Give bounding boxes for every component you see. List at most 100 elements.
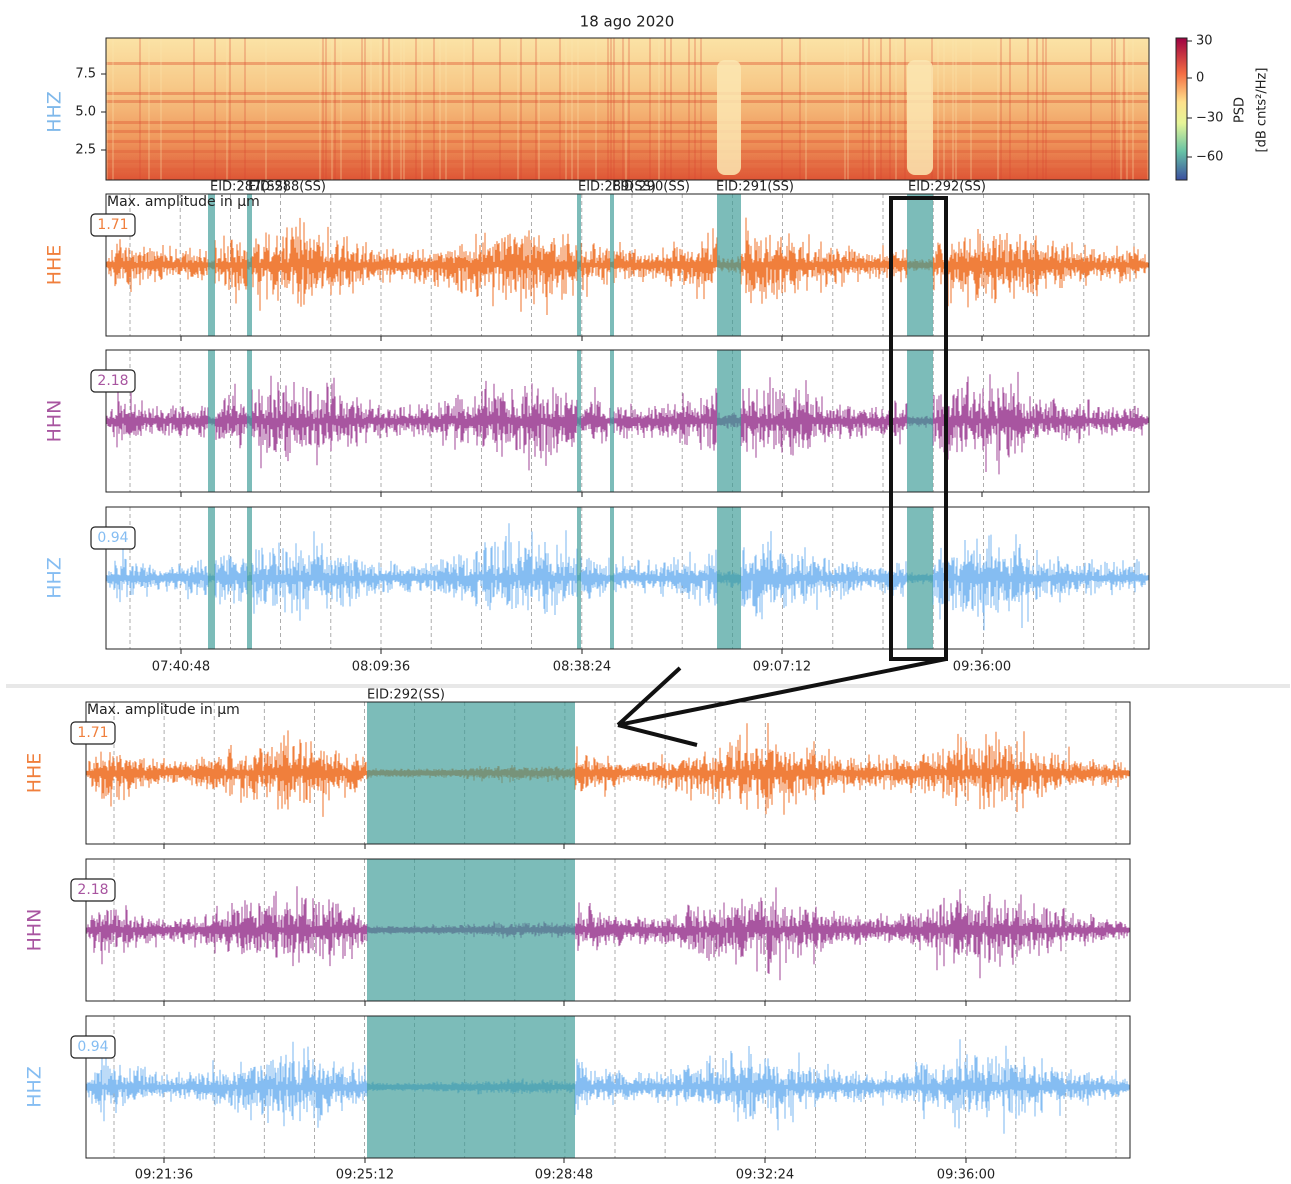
- event-span: [717, 350, 741, 492]
- spectral-stripe: [625, 38, 627, 180]
- spectral-stripe: [997, 38, 999, 180]
- spectral-stripe: [139, 38, 141, 180]
- event-span: [907, 507, 933, 649]
- spectral-stripe: [1036, 38, 1038, 180]
- x-tick-label: 07:40:48: [152, 660, 210, 675]
- spectral-stripe: [388, 38, 390, 180]
- spectral-stripe: [1120, 38, 1122, 180]
- event-span: [208, 507, 215, 649]
- event-span: [208, 350, 215, 492]
- event-span: [208, 194, 215, 336]
- spectral-stripe: [805, 38, 807, 180]
- spectral-stripe: [229, 38, 231, 180]
- spectral-stripe: [559, 38, 561, 180]
- spectral-stripe: [331, 38, 333, 180]
- x-tick-label: 08:09:36: [352, 660, 410, 675]
- event-span: [717, 194, 741, 336]
- spectral-stripe: [1000, 38, 1002, 180]
- spectral-band: [106, 140, 1149, 143]
- spectral-stripe: [1126, 38, 1128, 180]
- spectral-stripe: [889, 38, 891, 180]
- event-label: EID:289(SS): [578, 180, 656, 195]
- spectral-stripe: [1111, 38, 1113, 180]
- spectrogram-ylabel: HHZ: [44, 91, 66, 133]
- spectral-stripe: [445, 38, 447, 180]
- event-span: [247, 350, 252, 492]
- spectral-stripe: [400, 38, 402, 180]
- figure-title: 18 ago 2020: [580, 13, 675, 31]
- spectral-stripe: [844, 38, 846, 180]
- spectral-stripe: [322, 38, 324, 180]
- spectral-stripe: [1009, 38, 1011, 180]
- spectral-stripe: [622, 38, 624, 180]
- event-label: EID:287(SS): [210, 180, 288, 195]
- spectral-stripe: [340, 38, 342, 180]
- spectral-stripe: [415, 38, 417, 180]
- spectral-stripe: [799, 38, 801, 180]
- colorbar-tick-label: −30: [1196, 111, 1223, 126]
- spectral-stripe: [970, 38, 972, 180]
- x-tick-label: 09:07:12: [753, 660, 811, 675]
- spectral-stripe: [244, 38, 246, 180]
- amplitude-value: 1.71: [77, 725, 108, 741]
- spectral-stripe: [265, 38, 267, 180]
- spectrogram-frame: [105, 37, 1150, 181]
- colorbar-unit: [dB cnts²/Hz]: [1255, 68, 1270, 153]
- spectral-stripe: [148, 38, 150, 180]
- spectral-stripe: [379, 38, 381, 180]
- colorbar-label: PSD: [1233, 97, 1248, 123]
- spectral-stripe: [565, 38, 567, 180]
- spectral-stripe: [943, 38, 945, 180]
- spectral-band: [106, 150, 1149, 153]
- colorbar-tick-label: 30: [1196, 34, 1213, 49]
- spectral-stripe: [694, 38, 696, 180]
- event-span: [367, 1016, 575, 1158]
- spectral-stripe: [463, 38, 465, 180]
- spectral-stripe: [472, 38, 474, 180]
- spectral-stripe: [112, 38, 114, 180]
- spectral-band: [106, 168, 1149, 171]
- x-tick-label: 08:38:24: [553, 660, 611, 675]
- panel-frame: [105, 193, 1150, 337]
- spectral-stripe: [649, 38, 651, 180]
- spectral-stripe: [535, 38, 537, 180]
- channel-label: HHZ: [24, 1066, 46, 1108]
- panel-frame: [105, 349, 1150, 493]
- spectral-stripe: [868, 38, 870, 180]
- amplitude-value: 1.71: [97, 217, 128, 233]
- spectral-band: [106, 62, 1149, 65]
- spectral-stripe: [937, 38, 939, 180]
- colorbar: [1175, 37, 1188, 181]
- spectral-stripe: [1045, 38, 1047, 180]
- spectral-band: [106, 92, 1149, 95]
- spectral-stripe: [571, 38, 573, 180]
- spectral-stripe: [439, 38, 441, 180]
- channel-label: HHN: [24, 909, 46, 952]
- channel-label: HHN: [44, 400, 66, 443]
- event-span: [367, 859, 575, 1001]
- spectral-stripe: [904, 38, 906, 180]
- colorbar-tick-label: −60: [1196, 150, 1223, 165]
- spectral-stripe: [847, 38, 849, 180]
- spectral-band: [106, 160, 1149, 163]
- spectral-stripe: [160, 38, 162, 180]
- spectral-stripe: [628, 38, 630, 180]
- zoom-arrow: [616, 657, 947, 747]
- amplitude-value: 2.18: [77, 882, 108, 898]
- spectral-stripe: [1123, 38, 1125, 180]
- event-label: EID:288(SS): [248, 180, 326, 195]
- x-tick-label: 09:36:00: [953, 660, 1011, 675]
- event-span: [577, 507, 581, 649]
- y-tick-label: 7.5: [75, 67, 96, 82]
- spectral-stripe: [364, 38, 366, 180]
- quiet-column: [907, 60, 933, 175]
- panel-frame: [85, 1015, 1131, 1159]
- channel-label: HHE: [24, 753, 46, 794]
- spectral-stripe: [403, 38, 405, 180]
- spectral-stripe: [952, 38, 954, 180]
- x-tick-label: 09:25:12: [336, 1168, 394, 1183]
- amplitude-value: 2.18: [97, 373, 128, 389]
- separator: [6, 684, 1290, 688]
- spectral-stripe: [1114, 38, 1116, 180]
